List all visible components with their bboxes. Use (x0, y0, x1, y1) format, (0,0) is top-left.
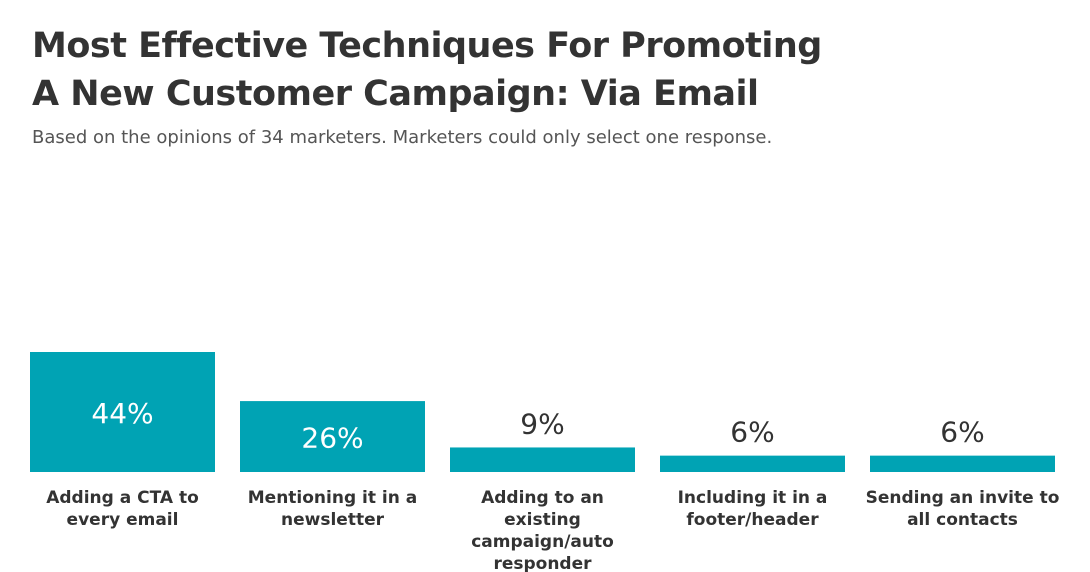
bar-5 (870, 455, 1055, 472)
bar-value-label-1: 44% (91, 397, 153, 430)
category-label-line: campaign/auto (471, 532, 614, 552)
category-label-line: Mentioning it in a (248, 488, 418, 508)
bar-value-label-5: 6% (940, 416, 984, 449)
category-label-line: all contacts (907, 510, 1018, 530)
category-label-line: Including it in a (678, 488, 828, 508)
chart-title-line-1: Most Effective Techniques For Promoting (32, 26, 822, 66)
category-label-2: Mentioning it in a newsletter (248, 488, 418, 530)
category-label-4: Including it in a footer/header (678, 488, 828, 530)
chart-subtitle: Based on the opinions of 34 marketers. M… (32, 127, 773, 148)
bar-value-label-3: 9% (520, 407, 564, 440)
category-label-1: Adding a CTA to every email (46, 488, 199, 530)
chart-title-line-2: A New Customer Campaign: Via Email (32, 74, 759, 114)
bar-1 (30, 352, 215, 472)
bar-4 (660, 455, 845, 472)
chart-title: Most Effective Techniques For Promoting … (32, 22, 1032, 118)
bar-value-label-2: 26% (301, 422, 363, 455)
bar-value-label-4: 6% (730, 416, 774, 449)
category-label-line: existing (504, 510, 581, 530)
category-label-line: newsletter (281, 510, 385, 530)
category-label-line: Adding to an (481, 488, 604, 508)
category-label-line: Sending an invite to (866, 488, 1060, 508)
category-label-line: footer/header (686, 510, 819, 530)
bar-3 (450, 447, 635, 472)
category-label-5: Sending an invite to all contacts (866, 488, 1060, 530)
category-label-3: Adding to an existing campaign/auto respond… (471, 488, 614, 572)
bar-2 (240, 401, 425, 472)
category-label-line: responder (493, 554, 592, 572)
category-label-line: Adding a CTA to (46, 488, 199, 508)
category-label-line: every email (67, 510, 179, 530)
